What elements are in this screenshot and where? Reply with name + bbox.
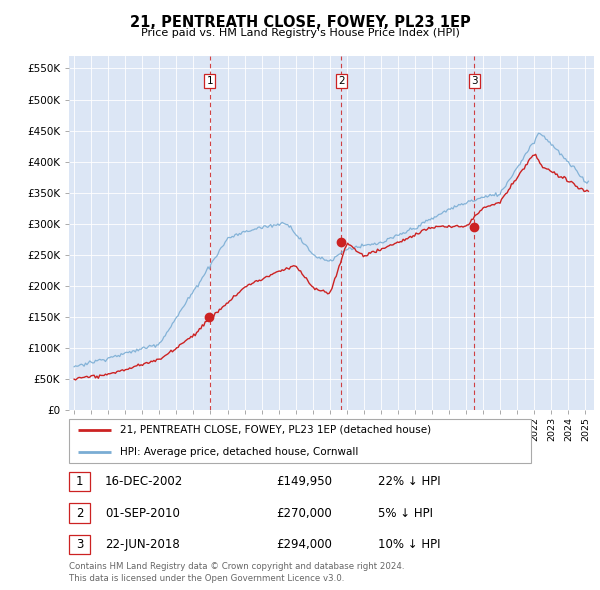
Text: £149,950: £149,950 [276,475,332,489]
Text: 16-DEC-2002: 16-DEC-2002 [105,475,183,489]
Text: 2: 2 [338,76,344,86]
Text: 5% ↓ HPI: 5% ↓ HPI [378,506,433,520]
Text: 22-JUN-2018: 22-JUN-2018 [105,537,180,551]
Text: Contains HM Land Registry data © Crown copyright and database right 2024.
This d: Contains HM Land Registry data © Crown c… [69,562,404,583]
Text: £270,000: £270,000 [276,506,332,520]
Text: £294,000: £294,000 [276,537,332,551]
Text: 1: 1 [76,475,83,489]
Text: 21, PENTREATH CLOSE, FOWEY, PL23 1EP (detached house): 21, PENTREATH CLOSE, FOWEY, PL23 1EP (de… [120,425,431,435]
Text: HPI: Average price, detached house, Cornwall: HPI: Average price, detached house, Corn… [120,447,358,457]
Text: 3: 3 [471,76,478,86]
FancyBboxPatch shape [69,419,531,463]
Text: 2: 2 [76,506,83,520]
Text: 3: 3 [76,537,83,551]
Text: 22% ↓ HPI: 22% ↓ HPI [378,475,440,489]
Text: 10% ↓ HPI: 10% ↓ HPI [378,537,440,551]
Text: Price paid vs. HM Land Registry's House Price Index (HPI): Price paid vs. HM Land Registry's House … [140,28,460,38]
Text: 1: 1 [206,76,213,86]
Text: 21, PENTREATH CLOSE, FOWEY, PL23 1EP: 21, PENTREATH CLOSE, FOWEY, PL23 1EP [130,15,470,30]
Text: 01-SEP-2010: 01-SEP-2010 [105,506,180,520]
